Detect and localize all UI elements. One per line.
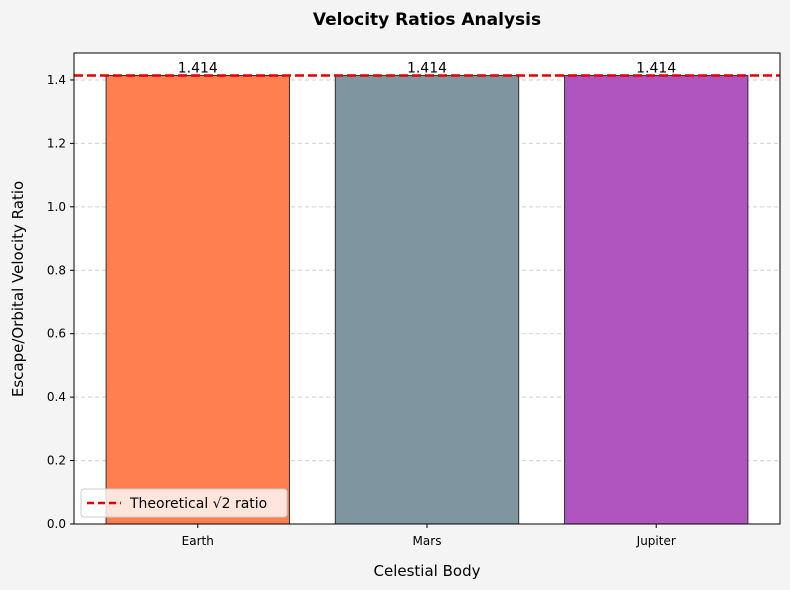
y-tick-label: 1.2 (47, 136, 66, 150)
bar-value-label: 1.414 (407, 61, 447, 77)
y-tick-label: 0.2 (47, 454, 66, 468)
x-tick-label: Jupiter (636, 534, 676, 548)
bar-mars (334, 75, 520, 525)
legend-label: Theoretical √2 ratio (129, 496, 267, 512)
y-axis-title: Escape/Orbital Velocity Ratio (9, 181, 27, 397)
x-tick-label: Mars (413, 534, 442, 548)
x-axis-title: Celestial Body (374, 562, 481, 580)
x-axis: Earth Mars Jupiter (182, 524, 676, 548)
x-tick-label: Earth (182, 534, 214, 548)
y-tick-label: 0.4 (47, 390, 66, 404)
legend-box (80, 488, 288, 518)
chart-title: Velocity Ratios Analysis (313, 10, 541, 30)
bar-value-label: 1.414 (178, 61, 218, 77)
y-axis: 0.0 0.2 0.4 0.6 0.8 1.0 1.2 1.4 (47, 73, 74, 531)
y-tick-label: 0.8 (47, 263, 66, 277)
y-tick-label: 1.0 (47, 200, 66, 214)
legend: Theoretical √2 ratio (80, 488, 288, 518)
y-tick-label: 0.0 (47, 517, 66, 531)
bar-value-label: 1.414 (636, 61, 676, 77)
y-tick-label: 0.6 (47, 327, 66, 341)
bars (105, 75, 749, 525)
y-tick-label: 1.4 (47, 73, 66, 87)
bar-jupiter (564, 75, 749, 525)
bar-earth (105, 75, 290, 525)
value-labels: 1.414 1.414 1.414 (178, 61, 677, 77)
